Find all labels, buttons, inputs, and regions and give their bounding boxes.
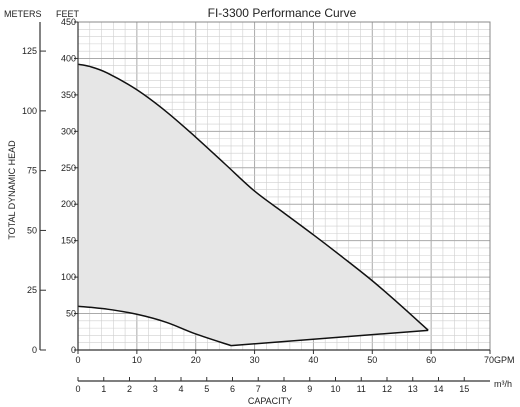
x2-tick-label: 0	[75, 384, 80, 394]
x-tick-label: 60	[426, 355, 436, 365]
y-feet-tick-label: 400	[61, 53, 76, 63]
x-tick-label: 50	[367, 355, 377, 365]
operating-area	[77, 63, 429, 347]
y-meters-tick-label: 50	[27, 225, 37, 235]
x2-tick-label: 1	[101, 384, 106, 394]
y-meters-tick-label: 125	[22, 46, 37, 56]
x2-tick-label: 7	[256, 384, 261, 394]
x-tick-label: 30	[250, 355, 260, 365]
x-unit-primary-label: GPM	[494, 355, 515, 365]
y-meters-tick-label: 75	[27, 166, 37, 176]
x2-tick-label: 5	[204, 384, 209, 394]
x-tick-label: 20	[191, 355, 201, 365]
y-feet-tick-label: 450	[61, 17, 76, 27]
x-unit-secondary-label: m³/h	[494, 379, 512, 389]
y-meters-tick-label: 100	[22, 106, 37, 116]
x2-tick-label: 13	[408, 384, 418, 394]
x2-tick-label: 8	[281, 384, 286, 394]
x2-tick-label: 14	[433, 384, 443, 394]
upper-boundary-curve	[77, 63, 429, 331]
x2-tick-label: 2	[127, 384, 132, 394]
x-tick-label: 10	[132, 355, 142, 365]
tick-labels: 0501001502002503003504004500255075100125…	[22, 17, 494, 394]
y-axis-label: TOTAL DYNAMIC HEAD	[7, 140, 17, 240]
y-feet-tick-label: 100	[61, 272, 76, 282]
x2-tick-label: 12	[382, 384, 392, 394]
x2-tick-label: 10	[330, 384, 340, 394]
y-feet-tick-label: 350	[61, 90, 76, 100]
x2-tick-label: 11	[357, 384, 366, 394]
x2-tick-label: 9	[307, 384, 312, 394]
x-axis-label: CAPACITY	[248, 396, 292, 406]
chart-title: FI-3300 Performance Curve	[208, 6, 357, 20]
y-feet-tick-label: 250	[61, 163, 76, 173]
y-unit-left-label: METERS	[4, 9, 42, 19]
y-feet-tick-label: 150	[61, 236, 76, 246]
lower-boundary-line	[230, 329, 429, 347]
x-tick-label: 0	[75, 355, 80, 365]
y-feet-tick-label: 300	[61, 126, 76, 136]
y-feet-tick-label: 50	[66, 309, 76, 319]
y-feet-tick-label: 0	[71, 345, 76, 355]
x2-tick-label: 15	[459, 384, 469, 394]
x2-tick-label: 4	[178, 384, 183, 394]
y-unit-right-label: FEET	[56, 9, 80, 19]
x-tick-label: 70	[484, 355, 494, 365]
y-meters-tick-label: 0	[32, 345, 37, 355]
x2-tick-label: 6	[230, 384, 235, 394]
x2-tick-label: 3	[153, 384, 158, 394]
lower-boundary-curve	[77, 305, 232, 347]
y-meters-tick-label: 25	[27, 285, 37, 295]
axes	[39, 21, 491, 382]
x-tick-label: 40	[308, 355, 318, 365]
operating-region-fill	[78, 64, 429, 346]
y-feet-tick-label: 200	[61, 199, 76, 209]
